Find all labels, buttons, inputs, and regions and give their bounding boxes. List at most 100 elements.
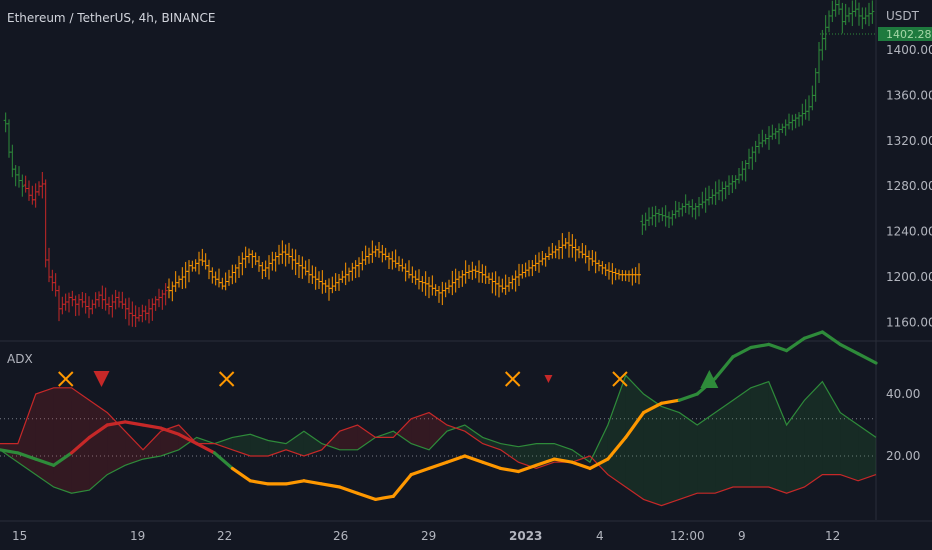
adx-line-segment xyxy=(624,411,646,439)
adx-line-segment xyxy=(212,451,235,470)
ohlc-bar xyxy=(850,0,855,27)
price-tick-label: 1360.00 xyxy=(886,88,932,102)
price-tick-label: 1320.00 xyxy=(886,134,932,148)
ohlc-bar xyxy=(30,185,35,205)
ohlc-bar xyxy=(697,197,701,217)
ohlc-bar xyxy=(470,261,475,280)
ohlc-bar xyxy=(727,175,731,195)
ohlc-bar xyxy=(687,200,691,215)
ohlc-bar xyxy=(457,271,461,288)
ohlc-bar xyxy=(620,269,625,282)
di-fill xyxy=(500,443,519,463)
ohlc-bar xyxy=(797,112,801,127)
ohlc-bar xyxy=(857,2,861,26)
ohlc-bar xyxy=(430,275,435,296)
ohlc-bar xyxy=(170,281,175,302)
ohlc-bar xyxy=(723,181,728,200)
di-fill xyxy=(339,425,358,450)
adx-line-segment xyxy=(87,423,109,439)
di-fill xyxy=(286,431,304,456)
di-fill xyxy=(661,406,680,506)
ohlc-bar xyxy=(10,144,15,178)
ohlc-bar xyxy=(540,250,545,266)
current-price-label: 1402.28 xyxy=(886,28,932,41)
ohlc-bar xyxy=(350,262,355,281)
sell-signal-triangle-icon xyxy=(93,371,110,387)
ohlc-bar xyxy=(53,273,58,297)
buy-signal-triangle-icon xyxy=(700,370,719,388)
ohlc-bar xyxy=(200,248,205,266)
ohlc-bar xyxy=(803,99,808,120)
ohlc-bar xyxy=(497,276,501,298)
ohlc-bar xyxy=(760,129,765,148)
ohlc-bar xyxy=(70,290,75,307)
ohlc-bar xyxy=(320,270,325,294)
ohlc-bar xyxy=(33,183,38,208)
signal-cross-icon xyxy=(58,371,74,387)
cross-stroke xyxy=(58,371,74,387)
ohlc-bar xyxy=(400,258,405,272)
ohlc-bar xyxy=(440,281,445,306)
di-fill xyxy=(17,394,36,475)
ohlc-bar xyxy=(670,210,675,226)
ohlc-bar xyxy=(773,128,778,140)
indicator-tick-label: 40.00 xyxy=(886,387,920,401)
symbol-title: Ethereum / TetherUS, 4h, BINANCE xyxy=(7,11,215,25)
ohlc-bar xyxy=(220,277,225,290)
adx-line-segment xyxy=(391,473,413,498)
ohlc-bar xyxy=(403,263,408,282)
ohlc-bar xyxy=(230,264,235,285)
ohlc-bar xyxy=(397,256,401,272)
di-fill xyxy=(250,434,269,456)
adx-line-segment xyxy=(52,451,74,467)
ohlc-bar xyxy=(543,253,548,267)
ohlc-bar xyxy=(810,85,815,111)
ohlc-bar xyxy=(317,271,321,289)
adx-line-segment xyxy=(195,442,217,455)
ohlc-bar xyxy=(490,272,495,294)
ohlc-bar xyxy=(263,260,268,278)
ohlc-bar xyxy=(677,201,681,218)
ohlc-bar xyxy=(117,291,121,308)
ohlc-bar xyxy=(770,124,775,140)
ohlc-bar xyxy=(757,133,761,154)
ohlc-bar xyxy=(593,251,598,274)
price-tick-label: 1240.00 xyxy=(886,225,932,239)
cross-stroke xyxy=(504,371,521,387)
symbol-interval: 4h xyxy=(138,11,154,25)
ohlc-bar xyxy=(347,267,351,282)
ohlc-bar xyxy=(630,268,635,286)
adx-line-segment xyxy=(409,466,431,477)
ohlc-bar xyxy=(13,165,18,187)
ohlc-bar xyxy=(83,293,88,314)
ohlc-bar xyxy=(560,233,565,259)
ohlc-bar xyxy=(127,297,131,326)
indicator-title: ADX xyxy=(7,352,33,366)
ohlc-bar xyxy=(87,296,91,319)
ohlc-bar xyxy=(207,259,211,280)
ohlc-bar xyxy=(297,255,301,279)
symbol-name: Ethereum / TetherUS xyxy=(7,11,131,25)
title-separator: , xyxy=(131,11,139,25)
ohlc-bar xyxy=(503,274,508,295)
ohlc-bar xyxy=(530,260,535,277)
time-tick-label: 15 xyxy=(12,529,27,543)
di-fill xyxy=(732,387,751,487)
ohlc-bar xyxy=(203,253,208,270)
ohlc-bar xyxy=(623,270,628,282)
ohlc-bar xyxy=(537,252,541,273)
ohlc-bar xyxy=(93,292,98,309)
ohlc-bar xyxy=(303,260,308,276)
ohlc-bar xyxy=(50,269,55,292)
ohlc-bar xyxy=(750,146,755,170)
ohlc-bar xyxy=(197,251,201,275)
ohlc-bar xyxy=(193,259,198,272)
time-tick-label: 22 xyxy=(217,529,232,543)
ohlc-bar xyxy=(787,113,791,130)
di-fill xyxy=(357,425,376,450)
time-tick-label: 4 xyxy=(596,529,604,543)
time-tick-label: 19 xyxy=(130,529,145,543)
ohlc-bar xyxy=(737,167,741,184)
adx-line-segment xyxy=(552,457,574,464)
